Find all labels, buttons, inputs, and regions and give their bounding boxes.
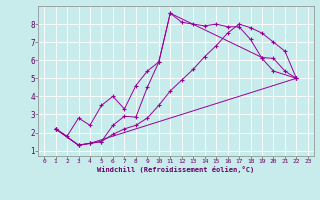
X-axis label: Windchill (Refroidissement éolien,°C): Windchill (Refroidissement éolien,°C) bbox=[97, 166, 255, 173]
